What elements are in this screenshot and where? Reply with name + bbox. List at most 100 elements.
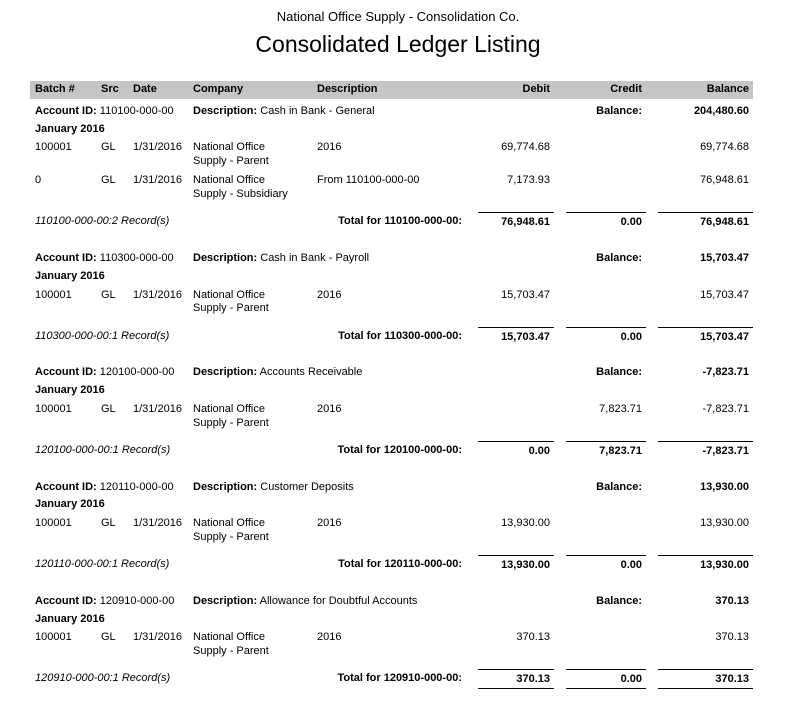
- account-balance-value: 15,703.47: [700, 252, 749, 264]
- batch-cell: 100001: [35, 402, 72, 415]
- balance-cell: 76,948.61: [700, 174, 749, 187]
- src-cell: GL: [101, 402, 116, 415]
- account-balance-value: 13,930.00: [700, 480, 749, 493]
- company-cell: National Office Supply - Parent: [193, 517, 269, 543]
- report-title: Consolidated Ledger Listing: [255, 31, 541, 58]
- ledger-table: Batch # Src Date Company Description Deb…: [30, 81, 753, 689]
- total-balance: 13,930.00: [658, 555, 753, 573]
- account-section: Account ID: 110100-000-00 Description: C…: [30, 105, 753, 230]
- account-header-row: Account ID: 110100-000-00 Description: C…: [30, 105, 753, 119]
- account-description-label: Description:: [193, 594, 258, 607]
- total-balance: 76,948.61: [658, 212, 753, 230]
- column-header-src: Src: [101, 83, 119, 95]
- account-section: Account ID: 120100-000-00 Description: A…: [30, 366, 753, 458]
- description-cell: 2016: [317, 288, 342, 301]
- account-description-label: Description:: [193, 366, 258, 379]
- date-cell: 1/31/2016: [133, 402, 182, 415]
- account-header-row: Account ID: 120100-000-00 Description: A…: [30, 366, 753, 380]
- record-count: 110300-000-00:1 Record(s): [35, 329, 170, 342]
- total-debit: 370.13: [478, 669, 554, 689]
- account-id-value: 110100-000-00: [99, 104, 174, 117]
- company-cell: National Office Supply - Parent: [193, 141, 269, 167]
- column-header-debit: Debit: [522, 83, 551, 95]
- column-header-credit: Credit: [610, 83, 642, 95]
- total-debit: 13,930.00: [478, 555, 554, 573]
- report-page: National Office Supply - Consolidation C…: [30, 9, 753, 689]
- company-cell: National Office Supply - Parent: [193, 288, 269, 315]
- account-id-label: Account ID:: [35, 480, 97, 493]
- credit-cell: [554, 289, 646, 317]
- date-cell: 1/31/2016: [133, 141, 182, 154]
- src-cell: GL: [101, 517, 116, 529]
- account-id-label: Account ID:: [35, 366, 97, 379]
- description-cell: 2016: [317, 517, 342, 529]
- account-description-label: Description:: [193, 104, 258, 117]
- account-balance-value: -7,823.71: [702, 366, 749, 379]
- date-cell: 1/31/2016: [133, 288, 182, 301]
- record-count: 120110-000-00:1 Record(s): [35, 558, 170, 570]
- account-balance-value: 370.13: [715, 594, 749, 607]
- account-balance-label: Balance:: [596, 252, 642, 264]
- batch-cell: 100001: [35, 288, 72, 301]
- column-header-balance: Balance: [706, 83, 749, 95]
- report-company-title: National Office Supply - Consolidation C…: [276, 9, 520, 24]
- total-label: Total for 120910-000-00:: [337, 672, 462, 685]
- total-credit: 0.00: [566, 212, 646, 230]
- account-balance-label: Balance:: [596, 104, 642, 117]
- account-total-row: 120100-000-00:1 Record(s) Total for 1201…: [30, 440, 753, 459]
- account-id-cell: Account ID: 110300-000-00: [30, 252, 188, 266]
- description-cell: 2016: [317, 141, 342, 154]
- account-description-label: Description:: [193, 252, 258, 264]
- total-balance: 370.13: [658, 669, 753, 689]
- account-id-value: 120110-000-00: [99, 480, 174, 493]
- month-heading: January 2016: [35, 122, 105, 135]
- account-total-row: 120910-000-00:1 Record(s) Total for 1209…: [30, 669, 753, 689]
- account-id-value: 110300-000-00: [99, 252, 174, 264]
- account-description-cell: Description: Customer Deposits: [188, 481, 466, 495]
- account-total-row: 120110-000-00:1 Record(s) Total for 1201…: [30, 555, 753, 573]
- table-header-row: Batch # Src Date Company Description Deb…: [30, 81, 753, 99]
- balance-cell: -7,823.71: [702, 402, 749, 415]
- date-cell: 1/31/2016: [133, 631, 182, 644]
- total-credit: 0.00: [566, 326, 646, 345]
- credit-cell: [554, 631, 646, 659]
- batch-cell: 100001: [35, 517, 72, 529]
- column-header-description: Description: [317, 83, 378, 95]
- account-section: Account ID: 110300-000-00 Description: C…: [30, 252, 753, 344]
- total-label: Total for 120110-000-00:: [338, 558, 462, 570]
- account-section: Account ID: 120910-000-00 Description: A…: [30, 595, 753, 689]
- description-cell: 2016: [317, 631, 342, 644]
- total-credit: 0.00: [566, 669, 646, 689]
- account-description-value: Cash in Bank - General: [260, 104, 375, 117]
- credit-cell: [554, 174, 646, 202]
- account-description-value: Cash in Bank - Payroll: [260, 252, 370, 264]
- account-id-label: Account ID:: [35, 104, 97, 117]
- total-credit: 7,823.71: [566, 440, 646, 459]
- account-id-cell: Account ID: 120910-000-00: [30, 595, 188, 609]
- ledger-row: 100001 GL 1/31/2016 National Office Supp…: [30, 141, 753, 169]
- account-id-value: 120910-000-00: [99, 594, 175, 607]
- month-heading: January 2016: [35, 498, 105, 511]
- account-id-cell: Account ID: 120100-000-00: [30, 366, 188, 380]
- balance-cell: 69,774.68: [700, 141, 749, 154]
- account-id-label: Account ID:: [35, 594, 97, 607]
- balance-cell: 370.13: [715, 631, 749, 644]
- src-cell: GL: [101, 288, 116, 301]
- batch-cell: 100001: [35, 141, 72, 154]
- account-section: Account ID: 120110-000-00 Description: C…: [30, 481, 753, 573]
- month-heading: January 2016: [35, 612, 105, 625]
- column-header-batch: Batch #: [35, 83, 75, 95]
- account-balance-label: Balance:: [596, 594, 642, 607]
- src-cell: GL: [101, 141, 116, 154]
- debit-cell: 15,703.47: [501, 288, 550, 301]
- batch-cell: 100001: [35, 631, 72, 644]
- account-id-cell: Account ID: 120110-000-00: [30, 481, 188, 495]
- account-description-cell: Description: Cash in Bank - Payroll: [188, 252, 466, 266]
- description-cell: From 110100-000-00: [317, 174, 420, 187]
- total-balance: 15,703.47: [658, 326, 753, 345]
- total-credit: 0.00: [566, 555, 646, 573]
- description-cell: 2016: [317, 402, 342, 415]
- column-header-date: Date: [133, 83, 157, 95]
- total-debit: 15,703.47: [478, 326, 554, 345]
- month-heading: January 2016: [35, 384, 105, 396]
